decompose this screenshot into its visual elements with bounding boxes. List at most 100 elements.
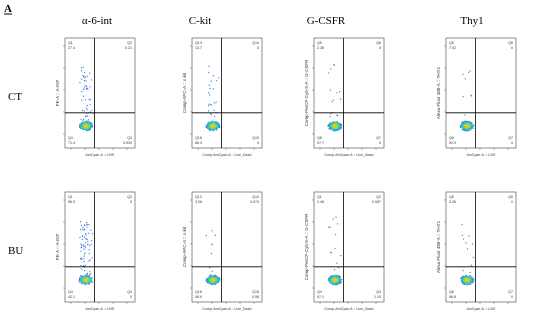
event-dot — [85, 234, 87, 236]
x-axis-label: AmCyan-A :: LIVE — [467, 153, 497, 157]
event-dot — [83, 110, 86, 112]
event-dot — [84, 77, 86, 79]
quadrant-name: Q3 — [376, 290, 381, 294]
quadrant-name: Q8 — [449, 290, 454, 294]
event-dot — [333, 64, 335, 66]
event-dot — [327, 124, 330, 126]
event-dot — [213, 109, 215, 111]
quadrant-value: 97.1 — [317, 295, 324, 299]
event-dot — [329, 251, 331, 253]
event-dot — [86, 274, 89, 276]
event-dot — [87, 115, 89, 117]
quadrant-value: 27.4 — [68, 46, 75, 50]
event-dot — [84, 76, 86, 78]
event-dot — [466, 130, 468, 132]
event-dot — [84, 85, 86, 87]
event-dot — [460, 122, 462, 125]
event-dot — [331, 252, 333, 254]
density-core — [333, 124, 337, 128]
quadrant-value: 71.4 — [68, 141, 75, 145]
event-dot — [341, 278, 343, 281]
x-axis-label: AmCyan-A :: LIVE — [86, 307, 116, 311]
quadrant-name: Q1 — [68, 195, 73, 199]
event-dot — [464, 78, 466, 80]
event-dot — [205, 234, 207, 237]
quadrant-name: Q3 — [127, 290, 132, 294]
event-dot — [86, 75, 88, 77]
event-dot — [83, 244, 85, 246]
event-dot — [87, 244, 89, 246]
event-dot — [83, 229, 85, 231]
event-dot — [207, 105, 210, 107]
event-dot — [84, 264, 86, 266]
event-dot — [210, 114, 212, 116]
event-dot — [214, 115, 216, 118]
event-dot — [207, 110, 210, 112]
event-dot — [88, 249, 90, 251]
quadrant-name: Q4 — [68, 290, 73, 294]
event-dot — [89, 245, 91, 247]
event-dot — [83, 236, 86, 238]
event-dot — [330, 275, 332, 277]
x-axis-label: Comp-AmCyan-A :: Live_Dead — [202, 153, 251, 157]
density-core — [465, 278, 469, 282]
quadrant-name: Q4 — [68, 136, 73, 140]
event-dot — [84, 228, 86, 230]
event-dot — [80, 275, 82, 277]
x-axis-label: AmCyan-A :: LIVE — [86, 153, 116, 157]
quadrant-value: 2.48 — [317, 200, 324, 204]
event-dot — [468, 71, 470, 73]
event-dot — [80, 243, 82, 245]
event-dot — [469, 70, 471, 72]
event-dot — [90, 243, 93, 245]
y-axis-label: Comp-APC-A :: c-kit — [182, 226, 187, 267]
event-dot — [461, 234, 463, 236]
density-core — [211, 124, 215, 128]
quadrant-value: 42.1 — [68, 295, 75, 299]
event-dot — [83, 245, 85, 247]
quadrant-name: Q4 — [317, 290, 322, 294]
quadrant-value: 3.26 — [449, 200, 456, 204]
event-dot — [212, 88, 214, 90]
event-dot — [79, 125, 81, 127]
event-dot — [210, 252, 213, 255]
event-dot — [205, 126, 207, 128]
event-dot — [329, 226, 331, 228]
event-dot — [468, 235, 470, 237]
event-dot — [83, 79, 86, 82]
quadrant-value: 92.9 — [449, 141, 456, 145]
event-dot — [214, 234, 217, 236]
event-dot — [82, 227, 84, 229]
event-dot — [208, 65, 210, 67]
event-dot — [470, 95, 473, 97]
plot-frame — [191, 37, 263, 149]
quadrant-value: 0.074 — [250, 200, 259, 204]
quadrant-name: Q1 — [68, 41, 73, 45]
event-dot — [334, 247, 336, 250]
event-dot — [210, 104, 212, 106]
event-dot — [80, 118, 82, 120]
quadrant-name: Q7 — [508, 136, 513, 140]
plot-frame — [445, 37, 517, 149]
event-dot — [82, 74, 84, 77]
event-dot — [339, 128, 341, 130]
density-core — [211, 278, 215, 282]
y-axis-label: Comp-APC-A :: c-kit — [182, 72, 187, 113]
x-axis-label: AmCyan-A :: LIVE — [467, 307, 497, 311]
density-core — [84, 124, 88, 128]
event-dot — [89, 86, 91, 88]
event-dot — [80, 250, 82, 252]
plot-frame — [313, 37, 385, 149]
event-dot — [211, 270, 213, 272]
event-dot — [82, 120, 84, 122]
column-header: G-CSFR — [307, 15, 346, 27]
event-dot — [329, 115, 331, 118]
quadrant-value: 0 — [130, 295, 132, 299]
event-dot — [469, 271, 471, 274]
quadrant-value: 0 — [511, 141, 513, 145]
event-dot — [88, 232, 90, 234]
y-axis-label: Comp-PerCP-Cy5-5-A :: G-CSFR — [304, 59, 309, 127]
event-dot — [468, 120, 470, 122]
